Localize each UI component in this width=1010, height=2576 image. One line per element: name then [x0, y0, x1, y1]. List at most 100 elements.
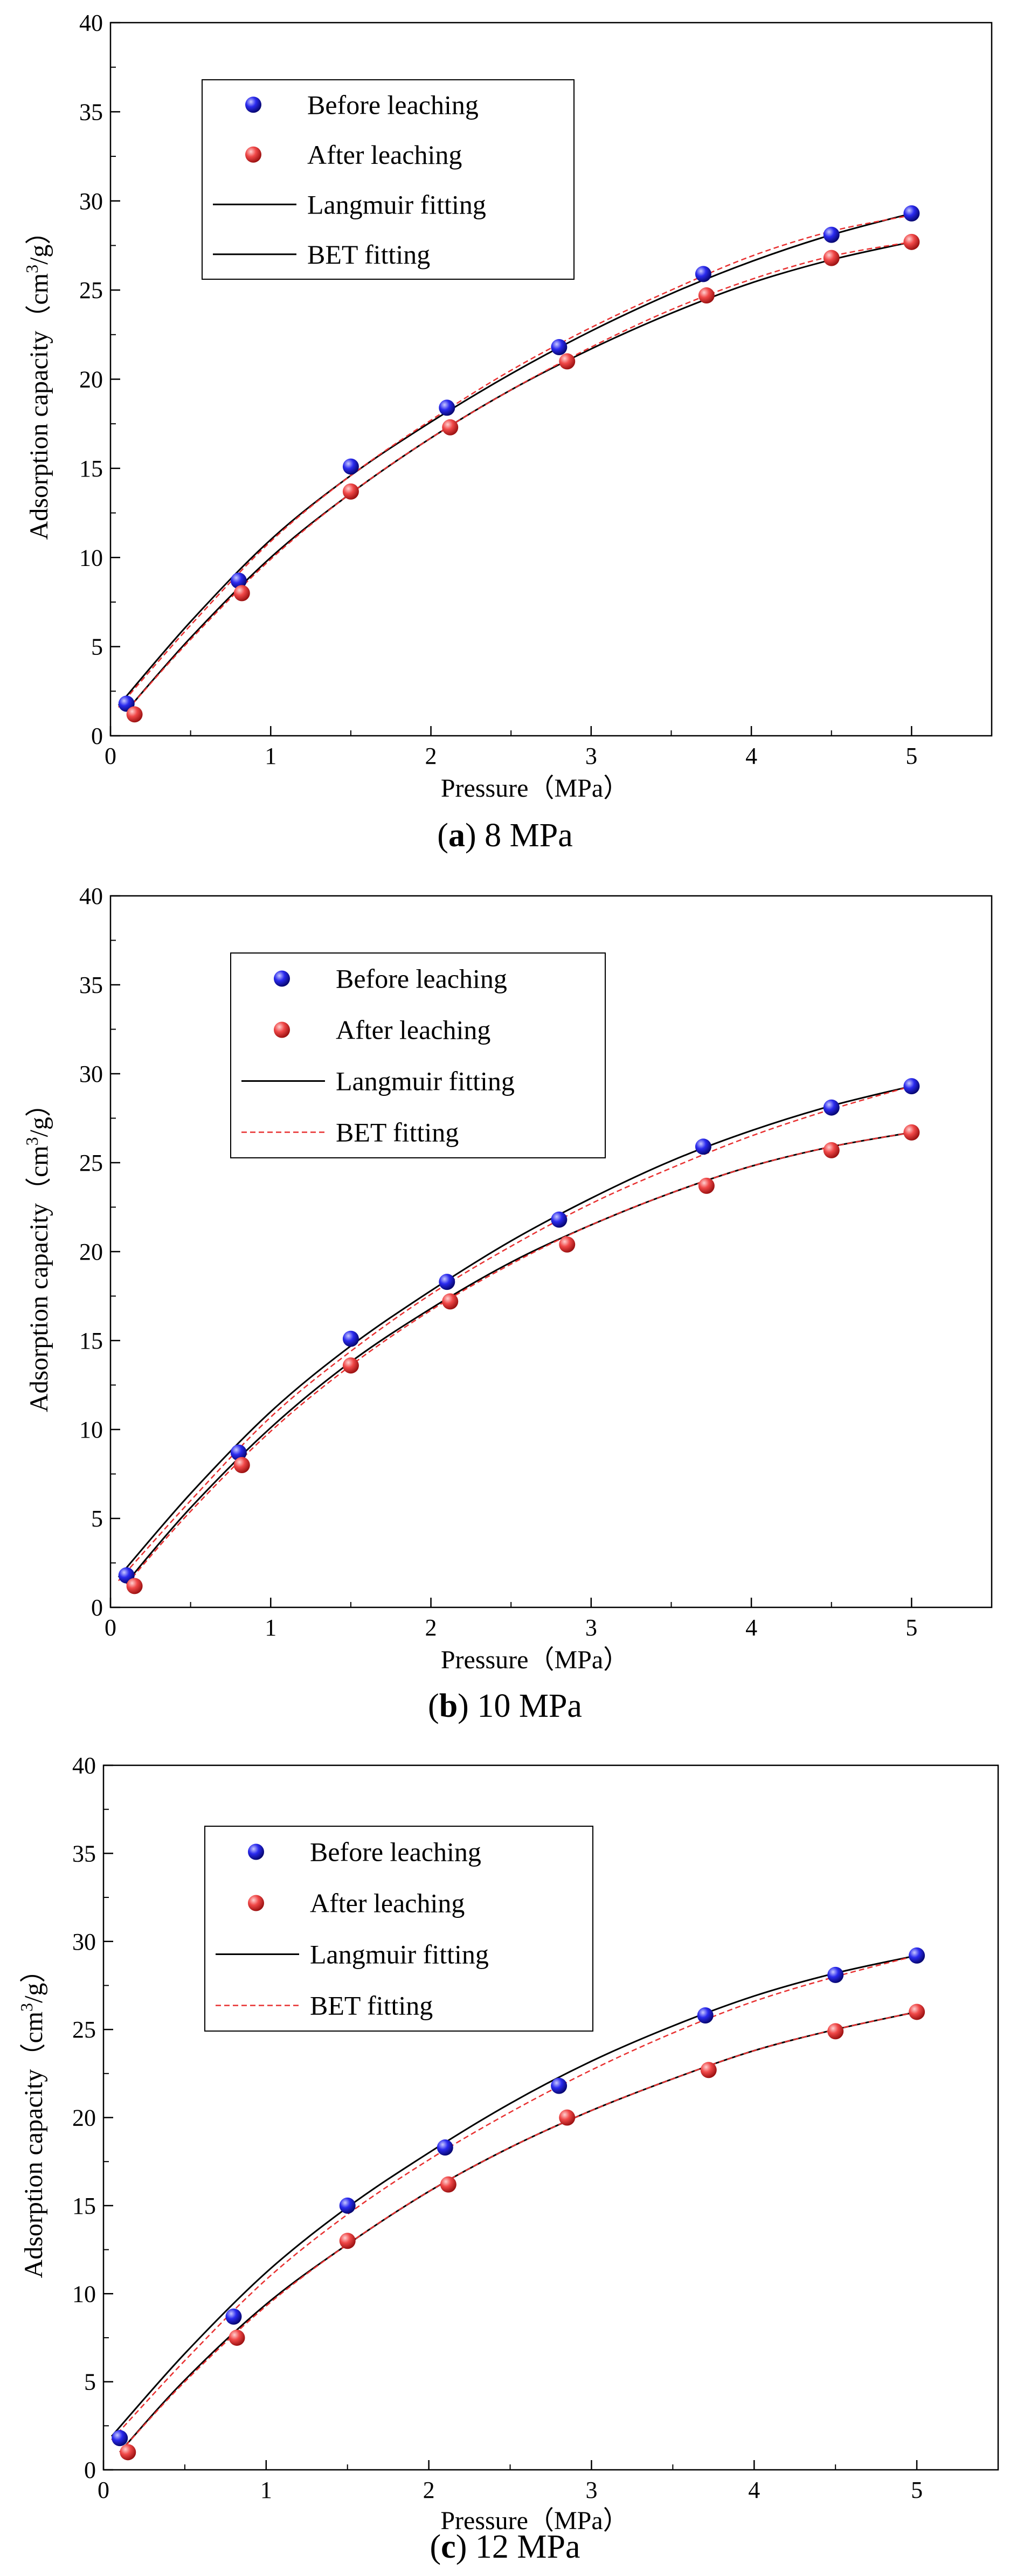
- y-tick-label: 25: [79, 1150, 103, 1176]
- x-tick-label: 3: [585, 743, 597, 769]
- legend-marker: [248, 1843, 264, 1860]
- x-tick-label: 0: [105, 1614, 116, 1641]
- data-point: [827, 1966, 844, 1983]
- y-tick-label: 10: [79, 544, 103, 571]
- data-point: [126, 1578, 143, 1594]
- y-tick-label: 20: [79, 1239, 103, 1265]
- chart-svg-b: 0 1 2 3 4 5 0 5 10 15 20 25 30 35 40 Pressure（MPa） Adsor…: [22, 883, 993, 1724]
- legend-box: [202, 79, 575, 280]
- data-point: [700, 2062, 717, 2078]
- x-tick-label: 5: [905, 743, 917, 769]
- data-point: [440, 2176, 456, 2193]
- bet-fit-curve: [117, 214, 912, 708]
- data-point: [823, 1142, 840, 1158]
- data-point: [439, 1274, 455, 1290]
- x-tick-label: 3: [585, 2477, 597, 2503]
- data-point: [342, 1330, 359, 1347]
- y-tick-label: 40: [79, 10, 103, 36]
- langmuir-fit-curve: [117, 212, 912, 706]
- y-tick-label: 15: [79, 1328, 103, 1354]
- y-tick-label: 5: [91, 1505, 103, 1532]
- langmuir-fit-curve: [126, 241, 912, 712]
- y-tick-label: 35: [79, 972, 103, 998]
- x-tick-label: 1: [265, 743, 276, 769]
- x-tick-label: 3: [585, 1614, 597, 1641]
- data-point: [442, 419, 459, 436]
- data-point: [559, 1236, 576, 1253]
- data-point: [233, 585, 250, 602]
- data-point: [903, 205, 920, 222]
- x-tick-label: 2: [425, 743, 437, 769]
- data-point: [120, 2444, 136, 2461]
- legend-label: Langmuir fitting: [310, 1939, 489, 1970]
- legend-label: BET fitting: [307, 239, 430, 270]
- y-tick-label: 5: [84, 2369, 96, 2395]
- chart-panel-b: 0 1 2 3 4 5 0 5 10 15 20 25 30 35 40 Pressure（MPa） Adsor…: [0, 873, 1010, 1746]
- x-tick-label: 2: [425, 1614, 437, 1641]
- x-tick-label: 4: [748, 2477, 760, 2503]
- bet-fit-curve: [111, 1955, 917, 2441]
- legend-label: After leaching: [307, 140, 462, 170]
- data-point: [112, 2430, 128, 2447]
- chart-svg-c: 0 1 2 3 4 5 0 5 10 15 20 25 30 35 40 Pressure（MPa） Adsor…: [17, 1752, 999, 2565]
- data-point: [909, 2004, 925, 2020]
- bet-fit-curve: [126, 1131, 912, 1585]
- x-tick-label: 2: [423, 2477, 435, 2503]
- x-tick-label: 1: [260, 2477, 272, 2503]
- x-tick-label: 4: [745, 743, 757, 769]
- data-point: [695, 266, 711, 282]
- y-tick-label: 5: [91, 634, 103, 660]
- x-tick-label: 4: [745, 1614, 757, 1641]
- legend-marker: [245, 146, 261, 163]
- y-tick-label: 30: [79, 188, 103, 215]
- data-point: [339, 2233, 356, 2249]
- data-point: [698, 1177, 715, 1194]
- chart-panel-a: 0 1 2 3 4 5 0 5 10 15 20 25 30 35 40 Pressure（MPa） Adsor…: [0, 0, 1010, 873]
- y-tick-label: 15: [72, 2193, 96, 2219]
- data-point: [126, 706, 143, 723]
- y-tick-label: 35: [72, 1840, 96, 1867]
- y-tick-label: 0: [84, 2457, 96, 2483]
- data-point: [225, 2308, 242, 2325]
- data-point: [342, 1357, 359, 1374]
- bet-fit-curve: [117, 1085, 912, 1581]
- data-point: [339, 2197, 356, 2214]
- y-tick-label: 30: [72, 1929, 96, 1955]
- chart-svg-a: 0 1 2 3 4 5 0 5 10 15 20 25 30 35 40 Pressure（MPa） Adsor…: [22, 10, 993, 854]
- legend-label: BET fitting: [336, 1117, 459, 1148]
- data-point: [342, 458, 359, 475]
- y-axis-label: Adsorption capacity（cm3/g）: [17, 1957, 48, 2278]
- x-axis-label: Pressure（MPa）: [441, 1646, 629, 1674]
- data-point: [551, 2077, 568, 2094]
- legend-label: After leaching: [310, 1888, 465, 1918]
- x-tick-label: 0: [105, 743, 116, 769]
- y-tick-label: 40: [79, 883, 103, 909]
- x-axis-label: Pressure（MPa）: [440, 2506, 628, 2535]
- y-axis-label: Adsorption capacity（cm3/g）: [22, 219, 53, 540]
- data-point: [698, 287, 715, 304]
- panel-caption: (a) 8 MPa: [437, 817, 572, 854]
- data-point: [909, 1947, 925, 1964]
- y-tick-label: 35: [79, 99, 103, 125]
- bet-fit-curve: [119, 2011, 917, 2453]
- y-tick-label: 20: [79, 367, 103, 393]
- x-axis-label: Pressure（MPa）: [441, 774, 629, 803]
- legend-marker: [248, 1895, 264, 1911]
- data-point: [823, 1099, 840, 1116]
- data-point: [233, 1457, 250, 1473]
- langmuir-fit-curve: [126, 1131, 912, 1583]
- langmuir-fit-curve: [110, 1955, 917, 2437]
- legend-box: [204, 1826, 593, 2032]
- data-point: [903, 1124, 920, 1141]
- data-point: [442, 1293, 459, 1310]
- legend-marker: [274, 970, 290, 987]
- panel-caption: (c) 12 MPa: [430, 2529, 580, 2565]
- x-tick-label: 5: [905, 1614, 917, 1641]
- data-point: [559, 353, 576, 370]
- legend-label: Langmuir fitting: [307, 189, 486, 219]
- legend-label: Before leaching: [307, 89, 479, 120]
- x-tick-label: 0: [98, 2477, 109, 2503]
- chart-panel-c: 0 1 2 3 4 5 0 5 10 15 20 25 30 35 40 Pressure（MPa） Adsor…: [0, 1746, 1010, 2576]
- y-tick-label: 25: [72, 2016, 96, 2043]
- legend-label: BET fitting: [310, 1991, 433, 2021]
